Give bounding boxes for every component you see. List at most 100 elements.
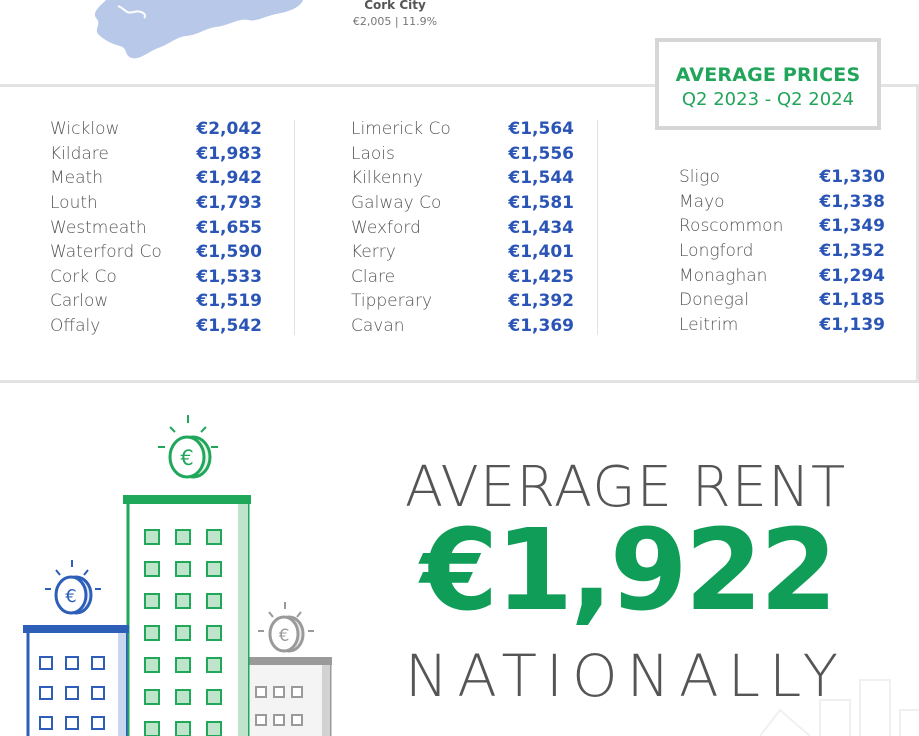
county-name: Galway Co (351, 193, 442, 214)
blue-building (23, 625, 129, 736)
county-price: €1,581 (508, 193, 574, 214)
county-row: Clare €1,425 (351, 265, 574, 290)
county-row: Roscommon €1,349 (679, 214, 885, 239)
average-prices-badge: AVERAGE PRICES Q2 2023 - Q2 2024 (655, 38, 881, 130)
county-name: Sligo (679, 167, 720, 188)
county-price: €1,542 (196, 316, 262, 337)
county-name: Kilkenny (351, 168, 423, 189)
county-price: €1,425 (508, 266, 574, 287)
county-name: Mayo (679, 191, 725, 212)
map-city-label: Cork City (364, 0, 426, 12)
county-row: Louth €1,793 (50, 191, 262, 216)
county-row: Meath €1,942 (50, 166, 262, 191)
euro-coin-icon: € (158, 415, 218, 479)
county-price: €1,533 (196, 266, 262, 287)
county-name: Waterford Co (50, 242, 162, 263)
county-price: €1,338 (819, 191, 885, 212)
county-price: €1,349 (819, 216, 885, 237)
badge-title: AVERAGE PRICES (675, 64, 861, 86)
county-name: Offaly (50, 316, 101, 337)
county-row: Limerick Co €1,564 (351, 117, 574, 142)
county-name: Roscommon (679, 216, 784, 237)
county-price: €1,392 (508, 291, 574, 312)
grey-building (246, 657, 332, 736)
county-name: Tipperary (351, 291, 433, 312)
county-row: Offaly €1,542 (50, 314, 262, 339)
county-name: Kildare (50, 143, 109, 164)
svg-text:€: € (180, 446, 193, 470)
county-price: €1,401 (508, 242, 574, 263)
county-name: Cavan (351, 316, 405, 337)
county-price: €1,139 (819, 314, 885, 335)
buildings-illustration: € € € (0, 405, 345, 736)
county-price: €1,564 (508, 119, 574, 140)
county-name: Carlow (50, 291, 109, 312)
right-border (916, 84, 919, 383)
county-name: Kerry (351, 242, 396, 263)
county-name: Longford (679, 241, 754, 262)
county-row: Monaghan €1,294 (679, 263, 885, 288)
county-price: €1,556 (508, 143, 574, 164)
background-skyline (760, 640, 919, 736)
county-row: Cavan €1,369 (351, 314, 574, 339)
euro-coin-icon: € (258, 602, 314, 653)
county-row: Wexford €1,434 (351, 215, 574, 240)
county-price: €1,983 (196, 143, 262, 164)
county-row: Kildare €1,983 (50, 142, 262, 167)
county-row: Leitrim €1,139 (679, 313, 885, 338)
county-row: Donegal €1,185 (679, 288, 885, 313)
county-row: Longford €1,352 (679, 239, 885, 264)
county-price: €1,590 (196, 242, 262, 263)
skyline-icon (760, 679, 919, 736)
county-row: Wicklow €2,042 (50, 117, 262, 142)
county-row: Kerry €1,401 (351, 240, 574, 265)
county-name: Wexford (351, 217, 421, 238)
county-price: €1,330 (819, 167, 885, 188)
county-row: Waterford Co €1,590 (50, 240, 262, 265)
county-row: Mayo €1,338 (679, 190, 885, 215)
county-name: Louth (50, 193, 98, 214)
county-price: €1,294 (819, 265, 885, 286)
headline-average-rent: AVERAGE RENT (404, 455, 847, 520)
top-divider (0, 84, 919, 87)
county-name: Limerick Co (351, 119, 451, 140)
county-name: Wicklow (50, 119, 120, 140)
county-row: Carlow €1,519 (50, 289, 262, 314)
county-name: Westmeath (50, 217, 147, 238)
county-price: €2,042 (196, 119, 262, 140)
county-list-column-1: Wicklow €2,042 Kildare €1,983 Meath €1,942 … (50, 117, 262, 338)
county-name: Meath (50, 168, 103, 189)
county-name: Cork Co (50, 266, 117, 287)
county-name: Clare (351, 266, 396, 287)
map-shape-icon (94, 0, 303, 59)
county-price: €1,655 (196, 217, 262, 238)
county-price: €1,519 (196, 291, 262, 312)
county-price: €1,544 (508, 168, 574, 189)
buildings-with-coins-icon: € € € (23, 415, 332, 736)
county-list-column-2: Limerick Co €1,564 Laois €1,556 Kilkenny €1… (351, 117, 574, 338)
county-price: €1,434 (508, 217, 574, 238)
column-divider (294, 120, 295, 335)
county-name: Leitrim (679, 314, 739, 335)
county-name: Monaghan (679, 265, 768, 286)
county-row: Galway Co €1,581 (351, 191, 574, 216)
headline-nationally: NATIONALLY (404, 642, 848, 710)
county-name: Donegal (679, 290, 750, 311)
county-row: Westmeath €1,655 (50, 215, 262, 240)
bottom-divider (0, 380, 919, 383)
county-name: Laois (351, 143, 395, 164)
county-price: €1,369 (508, 316, 574, 337)
county-list-column-3: Sligo €1,330 Mayo €1,338 Roscommon €1,349 L… (679, 165, 885, 337)
column-divider (597, 120, 598, 335)
badge-period: Q2 2023 - Q2 2024 (681, 89, 855, 110)
euro-coin-icon: € (45, 560, 101, 615)
green-building (123, 495, 251, 736)
county-price: €1,793 (196, 193, 262, 214)
map-city-value: €2,005 | 11.9% (352, 15, 438, 28)
county-row: Kilkenny €1,544 (351, 166, 574, 191)
svg-text:€: € (279, 626, 290, 646)
county-row: Sligo €1,330 (679, 165, 885, 190)
headline-national-amount: €1,922 (420, 506, 837, 636)
county-price: €1,352 (819, 241, 885, 262)
svg-text:€: € (65, 586, 76, 607)
